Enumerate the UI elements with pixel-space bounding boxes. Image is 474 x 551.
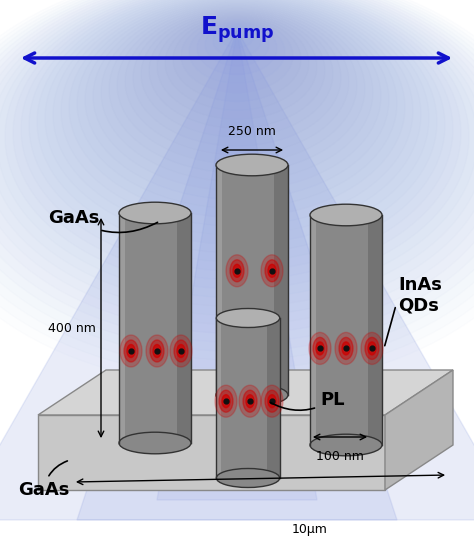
Ellipse shape	[170, 335, 192, 367]
Text: PL: PL	[271, 391, 345, 410]
Polygon shape	[385, 370, 453, 490]
Ellipse shape	[342, 342, 350, 355]
Ellipse shape	[219, 390, 233, 412]
Bar	[216, 318, 221, 478]
Ellipse shape	[261, 255, 283, 287]
Text: 100 nm: 100 nm	[316, 450, 364, 463]
Ellipse shape	[268, 395, 276, 408]
Bar	[177, 213, 191, 443]
Bar	[368, 215, 382, 445]
Ellipse shape	[124, 340, 138, 362]
Ellipse shape	[310, 204, 382, 226]
Polygon shape	[77, 30, 397, 520]
Ellipse shape	[215, 385, 237, 417]
Ellipse shape	[233, 264, 241, 277]
Ellipse shape	[216, 154, 288, 176]
Ellipse shape	[368, 342, 376, 355]
Ellipse shape	[222, 395, 230, 408]
Text: GaAs: GaAs	[48, 209, 157, 233]
Ellipse shape	[268, 264, 276, 277]
Text: 400 nm: 400 nm	[48, 321, 96, 334]
Bar	[310, 215, 316, 445]
Ellipse shape	[174, 340, 188, 362]
Ellipse shape	[216, 468, 280, 488]
Bar	[216, 165, 222, 395]
Ellipse shape	[310, 434, 382, 456]
Ellipse shape	[309, 332, 331, 364]
Text: 250 nm: 250 nm	[228, 125, 276, 138]
Polygon shape	[38, 370, 453, 415]
Ellipse shape	[265, 260, 279, 282]
Ellipse shape	[335, 332, 357, 364]
Ellipse shape	[119, 432, 191, 454]
Ellipse shape	[316, 342, 324, 355]
Ellipse shape	[153, 344, 161, 358]
Ellipse shape	[127, 344, 135, 358]
Ellipse shape	[239, 385, 261, 417]
Ellipse shape	[246, 395, 254, 408]
Bar	[216, 165, 288, 395]
Bar	[119, 213, 191, 443]
Ellipse shape	[365, 337, 379, 359]
Bar	[119, 213, 125, 443]
Text: $\mathbf{E_{pump}}$: $\mathbf{E_{pump}}$	[200, 15, 274, 45]
Ellipse shape	[265, 390, 279, 412]
Bar	[310, 215, 382, 445]
Ellipse shape	[177, 344, 185, 358]
Ellipse shape	[313, 337, 327, 359]
Bar	[273, 165, 288, 395]
Ellipse shape	[146, 335, 168, 367]
Bar	[216, 318, 280, 478]
Ellipse shape	[261, 385, 283, 417]
Ellipse shape	[119, 202, 191, 224]
Ellipse shape	[216, 309, 280, 327]
Text: 10μm: 10μm	[292, 523, 328, 537]
Polygon shape	[38, 415, 385, 490]
Text: GaAs: GaAs	[18, 461, 69, 499]
Text: InAs
QDs: InAs QDs	[398, 276, 442, 315]
Polygon shape	[0, 30, 474, 520]
Ellipse shape	[120, 335, 142, 367]
Polygon shape	[157, 30, 317, 500]
Ellipse shape	[230, 260, 244, 282]
Ellipse shape	[226, 255, 248, 287]
Ellipse shape	[150, 340, 164, 362]
Ellipse shape	[339, 337, 353, 359]
Ellipse shape	[216, 384, 288, 406]
Bar	[267, 318, 280, 478]
Ellipse shape	[361, 332, 383, 364]
Ellipse shape	[243, 390, 257, 412]
